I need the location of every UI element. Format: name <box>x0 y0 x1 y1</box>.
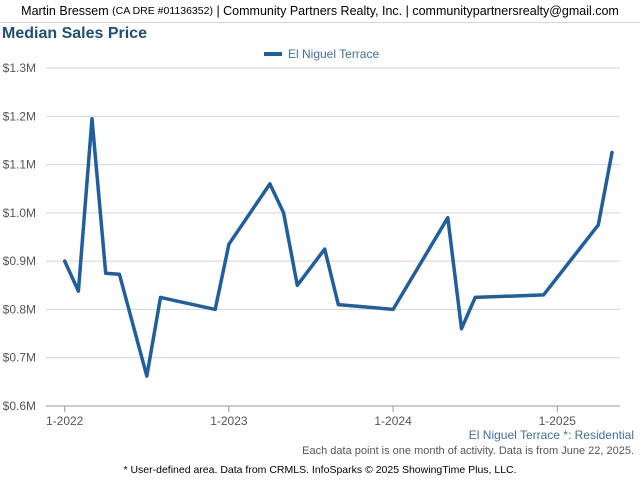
agent-name: Martin Bressem <box>21 4 109 18</box>
y-tick-label: $0.6M <box>3 399 36 413</box>
series-layer <box>62 116 614 378</box>
axes: $0.6M $0.7M $0.8M $0.9M $1.0M $1.1M $1.2M $1.3M… <box>3 61 620 428</box>
legend: El Niguel Terrace <box>264 47 379 61</box>
data-point <box>446 216 450 220</box>
data-point <box>542 293 546 297</box>
data-note: Each data point is one month of activity… <box>302 445 634 457</box>
x-tick-label: 1-2024 <box>374 414 412 428</box>
data-point <box>323 247 327 251</box>
y-tick-label: $0.9M <box>3 254 36 268</box>
x-tick-label: 1-2023 <box>210 414 248 428</box>
data-point <box>268 182 272 186</box>
y-tick-label: $1.1M <box>3 158 36 172</box>
x-tick-label: 1-2022 <box>46 414 84 428</box>
data-point <box>90 117 94 121</box>
data-point <box>76 289 80 293</box>
y-tick-label: $0.7M <box>3 351 36 365</box>
data-point <box>158 295 162 299</box>
agent-header: Martin Bressem (CA DRE #01136352) | Comm… <box>0 0 640 23</box>
data-point <box>282 211 286 215</box>
data-point <box>295 283 299 287</box>
legend-label: El Niguel Terrace <box>288 47 379 61</box>
y-tick-label: $0.8M <box>3 302 36 316</box>
y-tick-label: $1.2M <box>3 109 36 123</box>
data-point <box>117 272 121 276</box>
data-point <box>459 327 463 331</box>
data-point <box>213 307 217 311</box>
data-point <box>63 259 67 263</box>
data-point <box>145 374 149 378</box>
data-point <box>473 295 477 299</box>
data-point <box>596 223 600 227</box>
area-subtitle: El Niguel Terrace *: Residential <box>468 428 634 442</box>
x-tick-label: 1-2025 <box>539 414 577 428</box>
data-point <box>227 242 231 246</box>
agent-company-email: | Community Partners Realty, Inc. | comm… <box>216 4 619 18</box>
y-tick-label: $1.3M <box>3 61 36 75</box>
chart-title: Median Sales Price <box>2 25 147 42</box>
agent-dre-number: (CA DRE #01136352) <box>112 5 213 17</box>
y-tick-label: $1.0M <box>3 206 36 220</box>
data-point <box>336 303 340 307</box>
grid-lines <box>46 67 620 407</box>
data-point <box>610 151 614 154</box>
footer-note: * User-defined area. Data from CRMLS. In… <box>123 464 517 476</box>
data-point <box>104 271 108 275</box>
series-line <box>62 116 614 378</box>
data-point <box>391 307 395 311</box>
